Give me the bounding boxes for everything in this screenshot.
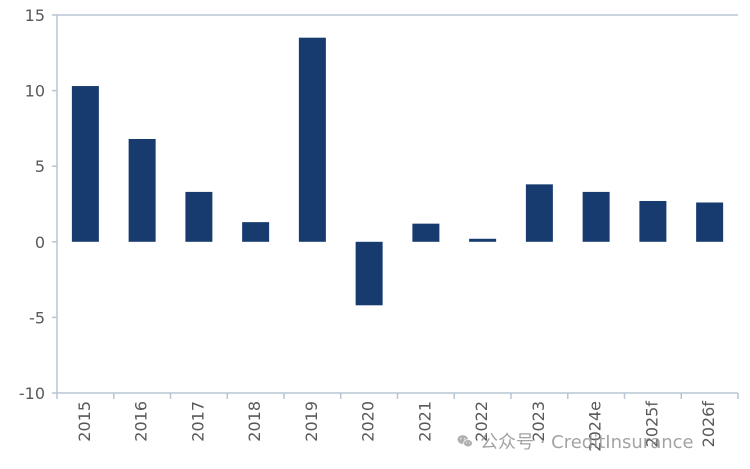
x-tick-label-2021: 2021 [415, 401, 434, 442]
bar-2015 [71, 86, 99, 242]
y-tick-label--5: -5 [29, 308, 45, 327]
x-tick-label-2016: 2016 [132, 401, 151, 442]
x-tick-label-2024e: 2024e [586, 401, 605, 452]
bar-2016 [128, 138, 156, 242]
bar-2017 [185, 191, 213, 242]
x-tick-label-2019: 2019 [302, 401, 321, 442]
labels-layer: 15 10 5 0 -5 -10 2015 2016 2017 2018 2019 2020 2021 2… [19, 6, 718, 452]
bar-2020 [355, 241, 383, 306]
bar-2023 [525, 184, 553, 242]
bar-2021 [412, 223, 440, 242]
bar-2025f [639, 200, 667, 242]
bar-2019 [298, 37, 326, 242]
x-tick-label-2015: 2015 [75, 401, 94, 442]
x-tick-label-2020: 2020 [359, 401, 378, 442]
x-tick-label-2018: 2018 [245, 401, 264, 442]
x-tick-label-2026f: 2026f [699, 401, 718, 448]
x-tick-label-2023: 2023 [529, 401, 548, 442]
bar-2022 [469, 238, 497, 242]
bar-2018 [242, 222, 270, 242]
x-tick-label-2022: 2022 [472, 401, 491, 442]
bars-layer [71, 37, 724, 306]
y-tick-label-15: 15 [25, 6, 45, 25]
y-tick-label-10: 10 [25, 82, 45, 101]
y-tick-label-0: 0 [35, 233, 45, 252]
axes-layer [52, 14, 739, 399]
bar-2026f [696, 202, 724, 242]
x-tick-label-2025f: 2025f [642, 401, 661, 448]
x-tick-label-2017: 2017 [188, 401, 207, 442]
y-tick-label--10: -10 [19, 384, 45, 403]
bar-2024e [582, 191, 610, 242]
y-tick-label-5: 5 [35, 157, 45, 176]
